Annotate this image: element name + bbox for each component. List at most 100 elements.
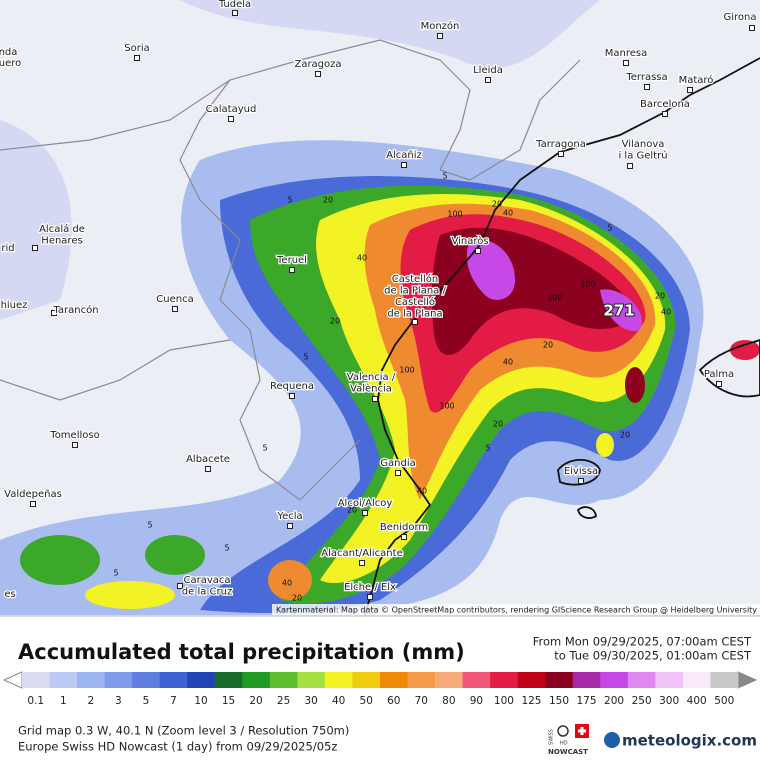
city-marker — [558, 151, 564, 157]
legend-label: 2 — [88, 695, 95, 707]
city-label: rid — [1, 243, 14, 254]
city-marker — [287, 523, 293, 529]
city-label: de la Plana — [387, 309, 442, 320]
legend-swatch — [159, 672, 188, 688]
attribution: Kartenmaterial: Map data © OpenStreetMap… — [276, 606, 757, 615]
legend-swatch — [545, 672, 574, 688]
city-label: Castellón — [392, 273, 438, 285]
contour-label: 5 — [287, 196, 292, 205]
precipitation-map: Tudela Girona Monzón Soria Zaragoza Lleida Man… — [0, 0, 760, 616]
city-label: Valencia / — [347, 372, 396, 383]
time-to: to Tue 09/30/2025, 01:00am CEST — [554, 649, 752, 663]
legend-swatch — [490, 672, 519, 688]
city-marker — [177, 583, 183, 589]
contour-label: 40 — [417, 487, 427, 496]
city-marker — [232, 10, 238, 16]
city-marker — [662, 111, 668, 117]
city-label: Manresa — [605, 48, 647, 59]
legend-label: 0.1 — [27, 695, 44, 707]
city-label: uero — [0, 58, 21, 69]
legend-swatch — [214, 672, 243, 688]
city-marker — [228, 116, 234, 122]
legend-swatch — [132, 672, 161, 688]
city-label: Barcelona — [640, 99, 690, 110]
contour-label: 20 — [543, 341, 553, 350]
city-marker — [289, 267, 295, 273]
legend-label: 10 — [194, 695, 207, 707]
city-label: Yecla — [276, 511, 302, 522]
light-rain-area — [0, 0, 600, 320]
contour-label: 100 — [399, 366, 414, 375]
legend-label: 1 — [60, 695, 67, 707]
legend-label: 30 — [304, 695, 317, 707]
rain-cell — [85, 581, 175, 609]
rain-cell — [730, 340, 760, 360]
island-coast — [557, 458, 601, 519]
legend-label: 50 — [360, 695, 373, 707]
legend-swatch — [600, 672, 629, 688]
legend-label: 250 — [632, 695, 652, 707]
city-label: Henares — [41, 236, 82, 247]
contour-label: 20 — [323, 196, 333, 205]
contour-label: 20 — [292, 594, 302, 603]
city-marker — [362, 510, 368, 516]
color-legend: 0.1 1 2 3 5 7 10 15 20 25 30 40 50 60 70 80 90 100 125 150 1… — [2, 671, 758, 707]
legend-label: 3 — [115, 695, 122, 707]
legend-label: 100 — [494, 695, 514, 707]
city-marker — [395, 470, 401, 476]
legend-swatch — [627, 672, 656, 688]
city-label: Cuenca — [156, 294, 193, 305]
contour-label: 20 — [492, 200, 502, 209]
region-border — [0, 39, 581, 501]
city-label: Zaragoza — [294, 59, 341, 70]
city-marker — [401, 162, 407, 168]
badge-text: NOWCAST — [548, 748, 588, 756]
legend-label: 15 — [222, 695, 235, 707]
city-marker — [30, 501, 36, 507]
brand: meteologix.com — [622, 732, 757, 750]
city-label: Albacete — [186, 454, 230, 465]
city-label: Tudela — [218, 0, 251, 10]
city-marker — [437, 33, 443, 39]
legend-swatch — [435, 672, 464, 688]
badge-icon — [557, 725, 569, 737]
legend-label: 20 — [249, 695, 262, 707]
contour-label: 20 — [620, 431, 630, 440]
swiss-cross — [578, 727, 586, 735]
city-label: Alcañiz — [386, 150, 422, 161]
legend-swatch — [380, 672, 409, 688]
city-marker — [51, 310, 57, 316]
city-label: Monzón — [421, 20, 460, 32]
city-label: Teruel — [276, 255, 307, 266]
contour-label: 5 — [113, 569, 118, 578]
city-label: i la Geltrú — [618, 150, 667, 162]
city-label: Castelló — [395, 296, 435, 308]
legend-swatch — [655, 672, 684, 688]
contour-label: 5 — [224, 544, 229, 553]
city-label: Elche / Elx — [344, 582, 396, 593]
legend-swatch — [352, 672, 381, 688]
legend-arrow-high — [737, 671, 758, 689]
contour-label: 40 — [661, 308, 671, 317]
city-label: Mataró — [679, 74, 714, 86]
rain-cell — [596, 433, 614, 457]
legend-swatch — [77, 672, 106, 688]
legend-label: 125 — [521, 695, 541, 707]
legend-label: 70 — [415, 695, 428, 707]
city-marker — [578, 478, 584, 484]
contour-label: 5 — [485, 444, 490, 453]
city-label: Girona — [723, 12, 756, 23]
contour-label: 100 — [439, 402, 454, 411]
city-label: Vilanova — [622, 139, 665, 150]
legend-label: 400 — [687, 695, 707, 707]
city-marker — [72, 442, 78, 448]
legend-label: 150 — [549, 695, 569, 707]
contour-label: 40 — [357, 254, 367, 263]
legend-swatch — [297, 672, 326, 688]
city-label: nda — [0, 47, 17, 58]
legend-label: 300 — [659, 695, 679, 707]
model-info: Europe Swiss HD Nowcast (1 day) from 09/… — [18, 740, 337, 754]
city-marker — [687, 87, 693, 93]
legend-swatch — [269, 672, 298, 688]
